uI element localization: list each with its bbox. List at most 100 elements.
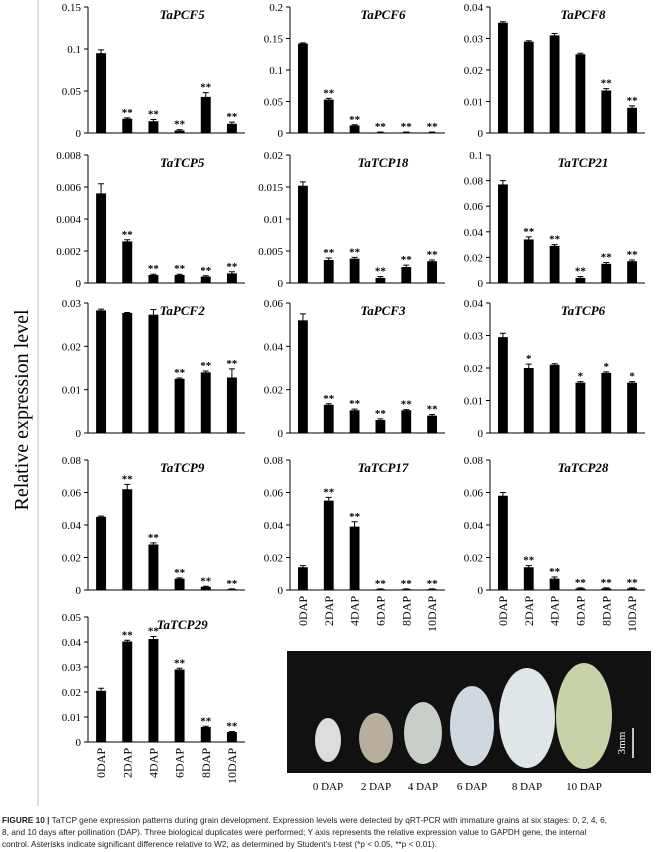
error-bar: [124, 312, 131, 314]
error-bar: [124, 117, 131, 120]
significance-label: **: [122, 229, 134, 241]
y-tick-label: 0: [278, 278, 284, 290]
bar: [122, 641, 133, 742]
significance-label: **: [200, 575, 212, 587]
x-tick-label: 0DAP: [94, 748, 108, 778]
y-tick-label: 0.08: [264, 455, 284, 467]
bar: [523, 368, 534, 433]
error-bar: [629, 381, 636, 384]
significance-label: **: [174, 567, 186, 579]
grain: [359, 713, 393, 763]
bar: [627, 261, 637, 283]
error-bar: [377, 418, 384, 422]
bar: [148, 121, 159, 133]
bar: [498, 337, 508, 433]
y-tick-label: 0.03: [464, 34, 484, 46]
error-bar: [176, 667, 183, 671]
bar: [122, 241, 133, 283]
error-bar: [551, 244, 558, 248]
bar: [575, 382, 586, 433]
bar: [96, 310, 107, 433]
y-tick-label: 0.1: [269, 65, 283, 77]
significance-label: **: [375, 578, 387, 590]
error-bar: [377, 131, 384, 133]
y-tick-label: 0.04: [464, 2, 484, 14]
x-tick-label: 4DAP: [146, 748, 160, 778]
error-bar: [98, 687, 105, 694]
bar: [498, 495, 508, 590]
caption-line: 8, and 10 days after pollination (DAP). …: [2, 827, 587, 837]
x-tick-label: 10DAP: [425, 596, 439, 632]
y-tick-label: 0.04: [62, 520, 82, 532]
error-bar: [403, 264, 410, 269]
photo-label: 2 DAP: [361, 781, 391, 793]
significance-label: **: [226, 721, 238, 733]
error-bar: [351, 124, 358, 127]
significance-label: **: [148, 109, 160, 121]
significance-label: **: [323, 393, 335, 405]
error-bar: [202, 370, 209, 374]
y-tick-label: 0: [478, 128, 484, 140]
grain: [315, 718, 341, 762]
error-bar: [228, 731, 235, 733]
error-bar: [150, 119, 157, 123]
significance-label: **: [575, 577, 587, 589]
significance-label: **: [122, 473, 134, 485]
significance-label: **: [427, 404, 439, 416]
y-tick-label: 0.008: [56, 150, 81, 162]
bar: [523, 239, 534, 283]
y-tick-label: 0.005: [258, 246, 283, 258]
error-bar: [176, 377, 183, 380]
error-bar: [351, 256, 358, 260]
grain: [404, 702, 442, 764]
significance-label: **: [174, 657, 186, 669]
error-bar: [525, 363, 532, 372]
error-bar: [629, 105, 636, 110]
y-tick-label: 0.06: [264, 488, 284, 500]
error-bar: [228, 271, 235, 275]
bar: [627, 588, 637, 590]
significance-label: **: [200, 715, 212, 727]
significance-label: **: [122, 107, 134, 119]
y-tick-label: 0.01: [464, 396, 483, 408]
y-tick-label: 0.04: [464, 298, 484, 310]
bar: [96, 193, 107, 283]
significance-label: **: [401, 578, 413, 590]
y-tick-label: 0.004: [56, 214, 81, 226]
bar: [174, 669, 185, 742]
x-tick-label: 4DAP: [548, 596, 562, 626]
chart-title: TaTCP17: [358, 460, 409, 475]
x-tick-label: 6DAP: [573, 596, 587, 626]
y-tick-label: 0.02: [62, 553, 81, 565]
chart: 0 0.02 0.04 0.06 0.08 0.1 TaTCP21 ** ** ** ** **: [464, 150, 645, 290]
bar: [226, 589, 237, 590]
x-tick-label: 6DAP: [373, 596, 387, 626]
error-bar: [176, 273, 183, 276]
error-bar: [325, 403, 332, 406]
bar: [575, 588, 586, 590]
chart-title: TaPCF3: [360, 303, 406, 318]
significance-label: **: [200, 265, 212, 277]
error-bar: [299, 565, 306, 569]
caption-line: FIGURE 10 | TaTCP gene expression patter…: [2, 814, 660, 826]
error-bar: [325, 496, 332, 504]
bar: [200, 586, 211, 590]
y-tick-label: 0.08: [62, 455, 82, 467]
y-tick-label: 0: [278, 428, 284, 440]
x-tick-label: 0DAP: [296, 596, 310, 626]
bar: [226, 123, 237, 133]
error-bar: [202, 725, 209, 728]
error-bar: [499, 332, 506, 342]
y-tick-label: 0.04: [464, 520, 484, 532]
error-bar: [551, 363, 558, 366]
bar: [298, 43, 308, 133]
error-bar: [429, 131, 436, 133]
y-tick-label: 0: [76, 585, 82, 597]
significance-label: *: [578, 371, 584, 383]
bar: [601, 90, 612, 133]
bar: [601, 588, 612, 590]
y-tick-label: 0.04: [62, 637, 82, 649]
significance-label: **: [549, 566, 561, 578]
y-tick-label: 0.08: [464, 455, 484, 467]
y-tick-label: 0.01: [464, 97, 483, 109]
